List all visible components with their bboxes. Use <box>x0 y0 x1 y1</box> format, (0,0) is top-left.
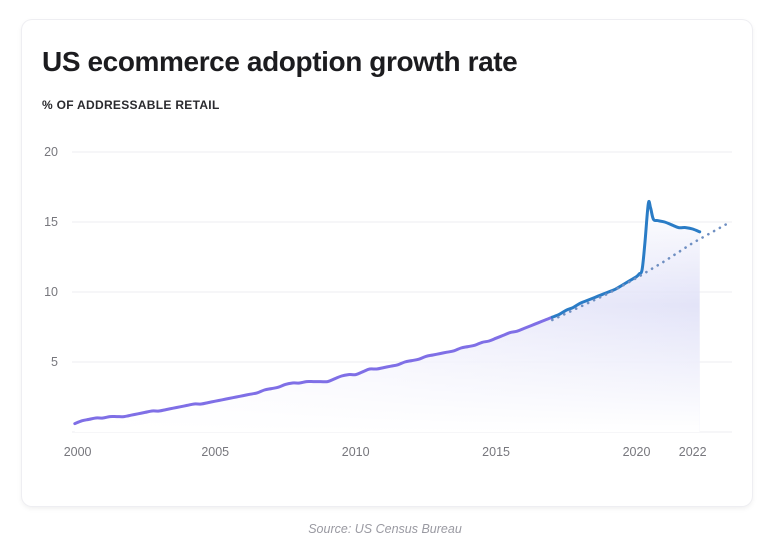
area-fade-overlay <box>74 201 700 432</box>
series-line-1 <box>550 199 702 319</box>
y-axis-label: % OF ADDRESSABLE RETAIL <box>42 98 220 112</box>
x-tick-label: 2015 <box>482 445 510 459</box>
source-note: Source: US Census Bureau <box>308 522 462 536</box>
area-fill <box>74 201 700 432</box>
y-tick-label: 15 <box>44 215 58 229</box>
series-lines <box>73 199 730 426</box>
x-tick-label: 2022 <box>679 445 707 459</box>
x-tick-label: 2010 <box>342 445 370 459</box>
y-tick-label: 10 <box>44 285 58 299</box>
y-axis-ticks: 20 15 10 5 <box>44 145 58 369</box>
x-axis-ticks: 2000 2005 2010 2015 2020 2022 <box>64 445 707 459</box>
series-line-0 <box>73 315 554 426</box>
x-tick-label: 2000 <box>64 445 92 459</box>
trend-line <box>551 222 730 322</box>
y-tick-label: 5 <box>51 355 58 369</box>
x-tick-label: 2020 <box>623 445 651 459</box>
chart-title: US ecommerce adoption growth rate <box>42 46 518 77</box>
x-tick-label: 2005 <box>201 445 229 459</box>
y-tick-label: 20 <box>44 145 58 159</box>
